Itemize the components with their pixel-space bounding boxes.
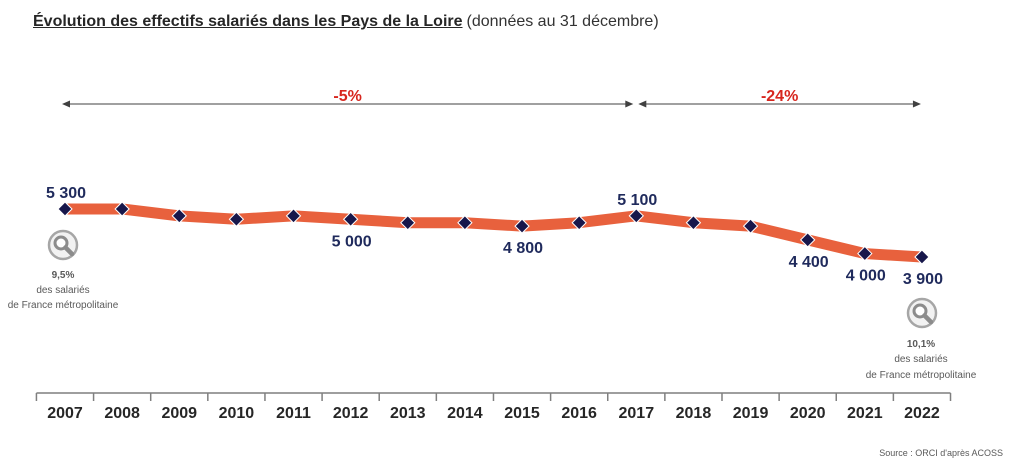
note-line: des salariés [36, 285, 89, 296]
arrowhead-left-icon [62, 100, 70, 108]
magnifier-icon [47, 229, 79, 261]
x-tick-label-2017: 2017 [619, 405, 655, 422]
x-tick-label-2011: 2011 [276, 405, 311, 422]
data-point-2013 [400, 215, 416, 231]
data-point-2020 [799, 232, 816, 248]
magnifier-icon [906, 297, 938, 329]
chart-title: Évolution des effectifs salariés dans le… [33, 12, 659, 31]
x-tick-label-2021: 2021 [847, 405, 883, 422]
note-left: 9,5% des salariés de France métropolitai… [8, 229, 119, 311]
x-tick-label-2012: 2012 [333, 405, 369, 422]
series-line [65, 203, 923, 263]
data-label-2022: 3 900 [903, 271, 943, 288]
arrowhead-right-icon [625, 100, 634, 108]
data-point-2019 [742, 218, 759, 234]
data-label-2015: 4 800 [503, 240, 543, 257]
arrowhead-left-icon [638, 100, 647, 108]
source-note: Source : ORCI d'après ACOSS [879, 448, 1003, 458]
x-tick-label-2020: 2020 [790, 405, 826, 422]
data-label-2021: 4 000 [846, 268, 886, 285]
chart-title-main: Évolution des effectifs salariés dans le… [33, 13, 463, 30]
x-tick-label-2019: 2019 [733, 405, 769, 422]
x-tick-label-2008: 2008 [104, 405, 140, 422]
data-point-2018 [685, 215, 702, 231]
x-tick-label-2018: 2018 [676, 405, 712, 422]
plot-area: 2007 2008 2009 2010 2011 2012 2013 2014 2015 2016… [35, 88, 952, 422]
data-point-2008 [114, 201, 130, 217]
note-line: de France métropolitaine [8, 300, 119, 311]
note-percent: 10,1% [907, 339, 935, 350]
data-point-2010 [228, 211, 245, 227]
data-point-2021 [857, 245, 873, 262]
note-line: de France métropolitaine [866, 370, 977, 381]
data-point-2014 [457, 215, 473, 231]
data-label-2017: 5 100 [617, 192, 657, 209]
data-point-2015 [514, 218, 530, 234]
change-label-2007-2017: -5% [333, 88, 361, 105]
note-right: 10,1% des salariés de France métropolita… [866, 297, 977, 381]
x-tick-label-2014: 2014 [447, 405, 483, 422]
data-point-2016 [571, 215, 587, 231]
note-line: des salariés [894, 354, 947, 365]
x-tick-label-2007: 2007 [47, 405, 83, 422]
data-point-2012 [342, 211, 359, 227]
data-point-2017 [628, 208, 645, 224]
x-tick-label-2022: 2022 [904, 405, 940, 422]
x-tick-label-2015: 2015 [504, 405, 540, 422]
data-label-2020: 4 400 [789, 254, 829, 271]
x-tick-label-2013: 2013 [390, 405, 426, 422]
x-tick-label-2016: 2016 [561, 405, 597, 422]
chart-subtitle: (données au 31 décembre) [466, 13, 659, 30]
data-point-2009 [171, 208, 187, 224]
data-label-2012: 5 000 [332, 233, 372, 250]
x-tick-label-2010: 2010 [219, 405, 255, 422]
note-percent: 9,5% [52, 270, 75, 281]
arrowhead-right-icon [912, 100, 921, 108]
data-point-2011 [285, 208, 302, 224]
data-point-2022 [914, 249, 930, 265]
x-tick-label-2009: 2009 [161, 405, 197, 422]
data-label-2007: 5 300 [46, 185, 86, 202]
change-label-2017-2022: -24% [761, 88, 798, 105]
data-point-2007 [57, 201, 73, 217]
